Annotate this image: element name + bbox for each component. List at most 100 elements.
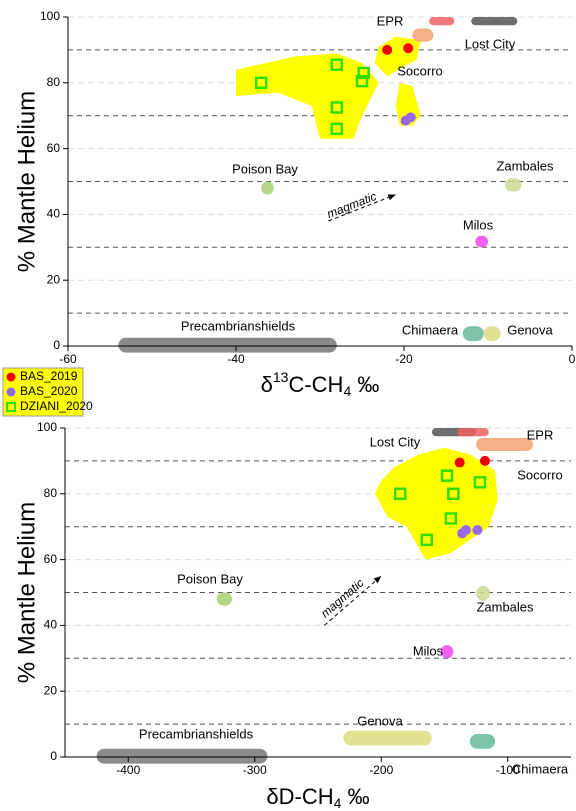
field [216, 592, 232, 606]
y-axis-title: % Mantle Helium [13, 502, 40, 683]
point [405, 112, 416, 123]
field [457, 428, 489, 437]
region-label: Socorro [517, 467, 563, 482]
field-label: Chimaera [512, 761, 569, 776]
field-label: EPR [377, 13, 404, 28]
point [440, 469, 454, 482]
point [355, 74, 369, 88]
x-axis-title: δ13C-CH4 ‰ [261, 369, 380, 399]
x-tick-label: 0 [569, 352, 576, 366]
point [473, 476, 487, 489]
x-axis-title-part: δ [261, 372, 273, 397]
point [393, 487, 407, 501]
x-axis-title-part: 4 [343, 383, 351, 399]
y-tick-label: 60 [47, 141, 61, 155]
field-label: Lost City [370, 434, 421, 449]
field [476, 585, 491, 601]
annotation: magmatic [318, 576, 366, 621]
field [483, 326, 501, 342]
point [461, 524, 472, 535]
point [472, 524, 483, 535]
field [429, 17, 455, 26]
point [479, 455, 490, 466]
x-tick-label: -20 [395, 352, 413, 366]
y-tick-label: 20 [47, 272, 61, 286]
field-label: Genova [357, 713, 403, 728]
field [475, 235, 488, 248]
arrow [323, 575, 382, 626]
field [440, 645, 454, 659]
field-label: Zambales [476, 599, 534, 614]
point [357, 66, 370, 80]
legend-label: BAS_2019 [20, 369, 78, 383]
x-axis-title: δD-CH4 ‰ [266, 784, 369, 811]
point [330, 122, 344, 136]
point [382, 44, 393, 55]
annotation: magmatic [325, 189, 379, 221]
field-label: Milos [413, 643, 444, 658]
point [403, 43, 414, 54]
field [469, 733, 496, 749]
field [504, 178, 522, 192]
point [444, 512, 458, 525]
arrow-head [373, 576, 382, 584]
field-label: Precambrianshields [181, 318, 296, 333]
x-axis-title-part: 4 [334, 795, 342, 811]
x-tick-label: -200 [369, 763, 393, 777]
field [343, 730, 432, 746]
y-tick-label: 100 [40, 9, 60, 23]
region [236, 53, 379, 139]
y-tick-label: 60 [44, 552, 58, 566]
y-tick-label: 80 [47, 75, 61, 89]
x-tick-label: -400 [116, 763, 140, 777]
field [476, 437, 534, 452]
region-label: Socorro [397, 63, 443, 78]
point [454, 457, 465, 468]
field-label: Poison Bay [177, 571, 243, 586]
field [96, 748, 268, 764]
x-axis-title-part: ‰ [341, 784, 369, 809]
y-tick-label: 0 [50, 749, 57, 763]
legend-marker [6, 402, 16, 412]
region [374, 447, 498, 560]
arrow-head [387, 194, 396, 201]
field-label: Zambales [496, 158, 554, 173]
field-label: Precambrianshields [139, 726, 254, 741]
point [330, 101, 344, 114]
y-tick-label: 20 [44, 683, 58, 697]
field [471, 17, 518, 26]
x-tick-label: -60 [59, 352, 77, 366]
x-axis-title-part: C-CH [288, 372, 343, 397]
field-label: Chimaera [402, 322, 459, 337]
y-tick-label: 40 [47, 207, 61, 221]
point [330, 58, 344, 71]
arrow [328, 194, 396, 222]
x-axis-title-part: ‰ [351, 372, 379, 397]
field [412, 28, 434, 42]
point [254, 76, 268, 90]
x-tick-label: -100 [496, 763, 520, 777]
legend-box [2, 367, 84, 417]
legend-marker [6, 387, 16, 397]
field [118, 337, 337, 353]
field [462, 326, 484, 342]
y-tick-label: 80 [44, 486, 58, 500]
y-tick-label: 40 [44, 618, 58, 632]
field [261, 181, 274, 195]
legend-label: DZIANI_2020 [20, 399, 93, 413]
field-label: Genova [507, 322, 553, 337]
point [420, 533, 434, 547]
y-axis-title: % Mantle Helium [13, 91, 40, 272]
x-tick-label: -40 [227, 352, 245, 366]
legend-marker [6, 372, 16, 382]
field-label: Lost City [465, 36, 516, 51]
x-tick-label: -300 [243, 763, 267, 777]
y-tick-label: 0 [53, 338, 60, 352]
y-tick-label: 100 [37, 420, 57, 434]
panel: 0 20 40 60 80 100 Socorro Lost City EPR Poison Ba… [13, 420, 571, 811]
field-label: EPR [527, 427, 554, 442]
point [447, 487, 460, 501]
x-axis-title-part: δD-CH [266, 784, 333, 809]
